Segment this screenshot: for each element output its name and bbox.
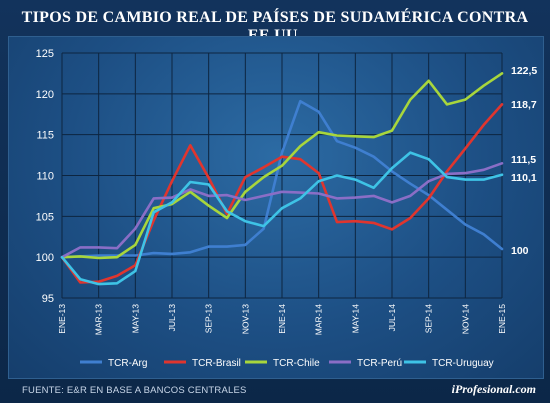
x-tick-label: ENE-13	[57, 304, 67, 334]
legend-label: TCR-Perú	[357, 358, 402, 369]
end-value-label: 100	[511, 245, 529, 257]
x-tick-label: JUL-14	[387, 304, 397, 332]
y-tick-label: 100	[36, 252, 54, 264]
x-tick-label: MAR-13	[94, 304, 104, 335]
legend-label: TCR-Uruguay	[432, 358, 494, 369]
y-tick-label: 95	[42, 293, 54, 305]
y-tick-label: 115	[36, 130, 54, 142]
source-note: FUENTE: E&R EN BASE A BANCOS CENTRALES	[22, 385, 247, 396]
series-line	[60, 151, 504, 286]
end-value-labels: 100 118,7 122,5 111,5 110,1	[511, 65, 537, 257]
end-value-label: 110,1	[511, 172, 537, 184]
x-tick-label: SEP-13	[204, 304, 214, 334]
end-value-label: 118,7	[511, 99, 537, 111]
x-tick-label: MAR-14	[314, 304, 324, 335]
y-axis-tick-labels: 95 100 105 110 115 120 125	[36, 48, 54, 305]
x-tick-label: ENE-15	[497, 304, 507, 334]
x-tick-label: NOV-14	[460, 304, 470, 335]
x-tick-label: MAY-14	[350, 304, 360, 334]
end-value-label: 111,5	[511, 154, 536, 166]
legend-label: TCR-Arg	[108, 358, 147, 369]
x-tick-label: JUL-13	[167, 304, 177, 332]
series-line	[60, 99, 504, 259]
legend-label: TCR-Brasil	[192, 358, 241, 369]
x-tick-label: MAY-13	[130, 304, 140, 334]
y-tick-label: 105	[36, 211, 54, 223]
x-tick-label: ENE-14	[277, 304, 287, 334]
y-tick-label: 110	[36, 171, 54, 183]
legend: TCR-Arg TCR-Brasil TCR-Chile TCR-Perú TCR-Ur…	[80, 358, 494, 369]
x-tick-label: SEP-14	[424, 304, 434, 334]
x-axis-tick-labels: ENE-13 MAR-13 MAY-13 JUL-13 SEP-13 NOV-13 ENE-…	[57, 304, 507, 335]
series-line	[60, 72, 504, 260]
legend-label: TCR-Chile	[273, 358, 320, 369]
series-line	[60, 103, 504, 284]
plot-panel	[8, 36, 544, 379]
end-value-label: 122,5	[511, 65, 537, 77]
series-line	[60, 162, 504, 259]
y-tick-label: 125	[36, 48, 54, 60]
brand-logo: iProfesional.com	[451, 382, 536, 396]
series-lines	[60, 72, 504, 286]
grid	[61, 52, 503, 299]
y-tick-label: 120	[36, 89, 54, 101]
x-tick-label: NOV-13	[240, 304, 250, 335]
